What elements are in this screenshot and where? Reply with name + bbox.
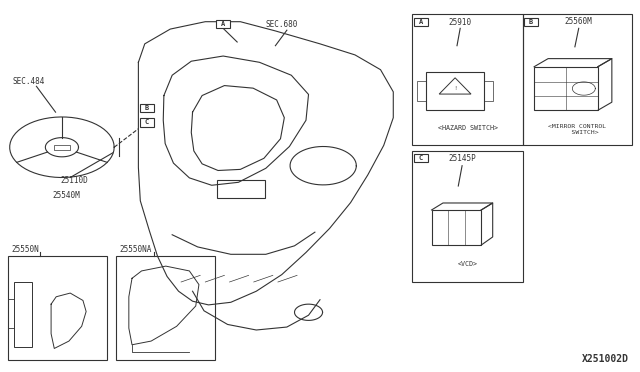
Bar <box>417 81 426 101</box>
Text: 25910: 25910 <box>449 17 472 27</box>
Text: 25560M: 25560M <box>565 16 593 26</box>
Bar <box>413 154 428 162</box>
Text: A: A <box>419 19 423 25</box>
Text: 25540M: 25540M <box>52 191 80 200</box>
Bar <box>140 104 154 112</box>
Text: SEC.680: SEC.680 <box>266 20 298 29</box>
Bar <box>431 210 481 245</box>
Text: 25110D: 25110D <box>60 176 88 185</box>
Bar <box>412 151 523 282</box>
Text: !: ! <box>454 86 456 92</box>
Bar <box>8 256 106 359</box>
Text: B: B <box>145 105 149 111</box>
Bar <box>523 14 632 145</box>
Bar <box>534 67 598 110</box>
Bar <box>426 71 484 110</box>
Bar <box>484 81 493 101</box>
Text: C: C <box>419 155 423 161</box>
Text: B: B <box>529 19 533 25</box>
Text: 25550NA: 25550NA <box>119 245 152 254</box>
Text: SEC.484: SEC.484 <box>13 77 45 86</box>
Bar <box>54 145 70 150</box>
Text: <MIRROR CONTROL
    SWITCH>: <MIRROR CONTROL SWITCH> <box>548 125 607 135</box>
Bar <box>116 256 215 359</box>
Text: 25145P: 25145P <box>448 154 476 163</box>
Bar <box>216 20 230 28</box>
Text: 25550N: 25550N <box>11 245 38 254</box>
Text: <HAZARD SWITCH>: <HAZARD SWITCH> <box>438 125 497 131</box>
Text: A: A <box>221 21 225 27</box>
Text: X251002D: X251002D <box>582 354 629 364</box>
Bar <box>413 17 428 26</box>
Bar <box>140 118 154 126</box>
Text: C: C <box>145 119 149 125</box>
Bar <box>412 14 523 145</box>
Text: <VCD>: <VCD> <box>458 261 477 267</box>
Bar <box>217 180 264 198</box>
Bar <box>14 282 32 347</box>
Bar <box>524 17 538 26</box>
